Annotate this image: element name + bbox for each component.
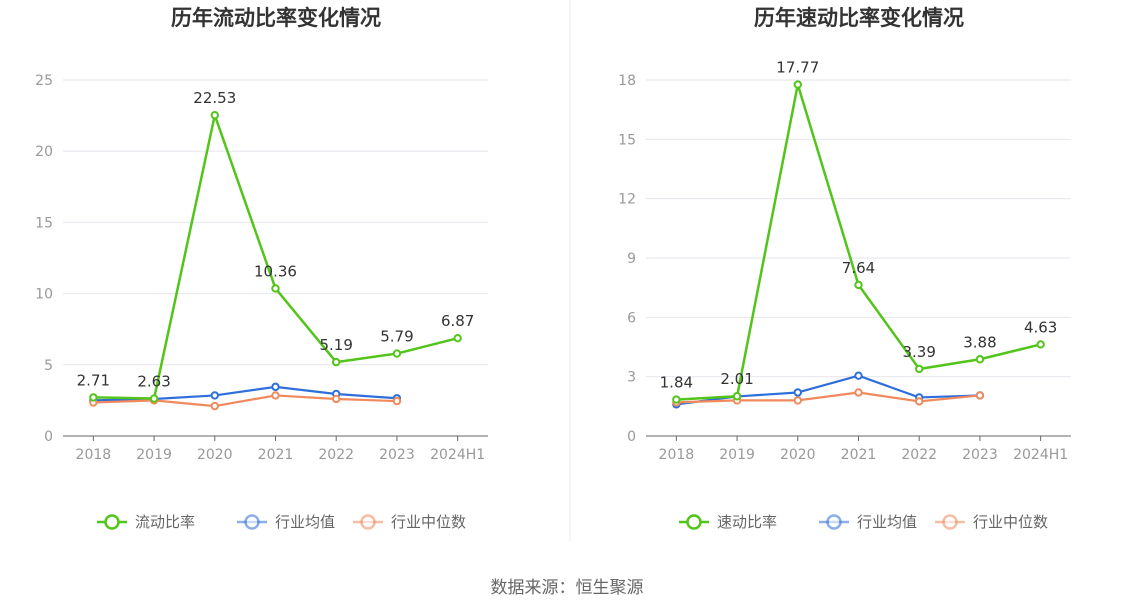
series-line xyxy=(676,83,1041,401)
x-tick-label: 2018 xyxy=(659,447,695,463)
x-tick-label: 2023 xyxy=(379,447,415,463)
data-point xyxy=(854,280,863,290)
quick-ratio-chart: 历年速动比率变化情况 0 3 6 9 12 15 18 2018 2019 2020 2021 2022… xyxy=(618,6,1071,531)
series-line xyxy=(93,113,458,400)
data-label: 5.19 xyxy=(320,336,353,354)
data-label: 22.53 xyxy=(193,89,236,107)
legend-marker-icon xyxy=(104,514,120,530)
y-tick-label: 25 xyxy=(35,73,53,89)
data-point xyxy=(210,401,219,411)
data-point xyxy=(854,388,863,397)
data-point xyxy=(332,357,341,367)
data-point xyxy=(672,395,681,404)
data-point xyxy=(975,391,985,400)
x-tick-label: 2019 xyxy=(136,447,172,463)
x-tick-label: 2019 xyxy=(719,447,755,463)
data-point xyxy=(392,396,402,406)
data-point xyxy=(1036,340,1045,349)
legend-marker-icon xyxy=(686,514,702,530)
legend-label: 流动比率 xyxy=(135,513,195,531)
current-ratio-chart: 历年流动比率变化情况 0 5 10 15 20 25 2018 2019 2020 2021 2022… xyxy=(35,6,488,531)
data-label: 3.88 xyxy=(963,333,996,351)
y-tick-label: 6 xyxy=(627,310,636,326)
y-tick-label: 0 xyxy=(44,429,53,445)
data-label: 17.77 xyxy=(776,59,819,77)
x-tick-label: 2023 xyxy=(962,447,998,463)
legend-item[interactable]: 行业中位数 xyxy=(353,513,466,531)
legend-label: 行业均值 xyxy=(275,513,335,531)
data-label: 2.63 xyxy=(137,373,170,391)
legend-item[interactable]: 行业均值 xyxy=(819,513,917,531)
y-tick-label: 18 xyxy=(618,73,636,89)
data-point xyxy=(89,393,98,402)
x-tick-label: 2022 xyxy=(318,447,354,463)
data-point xyxy=(793,396,802,405)
legend-label: 行业中位数 xyxy=(391,513,466,531)
data-point xyxy=(793,388,802,397)
data-point xyxy=(271,284,280,293)
data-point xyxy=(915,364,924,374)
legend-item[interactable]: 行业中位数 xyxy=(935,513,1048,531)
y-tick-label: 9 xyxy=(627,251,636,267)
legend-item[interactable]: 行业均值 xyxy=(237,513,335,531)
x-tick-label: 2021 xyxy=(841,447,877,463)
legend-item[interactable]: 流动比率 xyxy=(97,513,195,531)
data-label: 6.87 xyxy=(441,312,474,330)
legend-label: 速动比率 xyxy=(717,513,777,531)
y-tick-label: 15 xyxy=(618,132,636,148)
legend-marker-icon xyxy=(942,514,958,530)
data-label: 10.36 xyxy=(254,262,297,280)
y-tick-label: 12 xyxy=(618,192,636,208)
chart-title: 历年流动比率变化情况 xyxy=(171,6,381,30)
data-label: 4.63 xyxy=(1024,318,1057,336)
data-label: 1.84 xyxy=(660,374,693,392)
x-tick-label: 2020 xyxy=(780,447,816,463)
y-tick-label: 5 xyxy=(44,358,53,374)
y-tick-label: 20 xyxy=(35,144,53,160)
chart-title: 历年速动比率变化情况 xyxy=(754,6,964,30)
legend-marker-icon xyxy=(360,514,376,530)
data-label: 5.79 xyxy=(380,328,413,346)
data-point xyxy=(271,391,280,400)
x-tick-label: 2021 xyxy=(258,447,294,463)
data-point xyxy=(271,382,280,392)
data-point xyxy=(915,397,924,406)
x-tick-label: 2022 xyxy=(901,447,937,463)
data-point xyxy=(149,394,159,403)
legend-label: 行业中位数 xyxy=(973,513,1048,531)
data-point xyxy=(975,355,985,364)
data-point xyxy=(453,333,462,343)
x-tick-label: 2020 xyxy=(197,447,233,463)
legend-item[interactable]: 速动比率 xyxy=(679,513,777,531)
y-tick-label: 3 xyxy=(627,370,636,386)
x-tick-label: 2024H1 xyxy=(430,447,485,463)
data-point xyxy=(793,80,802,89)
data-point xyxy=(392,349,402,358)
series-line xyxy=(93,394,397,408)
y-tick-label: 0 xyxy=(627,429,636,445)
data-label: 2.71 xyxy=(77,371,110,389)
legend-marker-icon xyxy=(244,514,260,530)
series-line xyxy=(676,391,981,404)
y-tick-label: 15 xyxy=(35,215,53,231)
x-tick-label: 2018 xyxy=(76,447,112,463)
legend-marker-icon xyxy=(826,514,842,530)
data-label: 7.64 xyxy=(842,259,875,277)
data-point xyxy=(210,391,219,400)
legend-label: 行业均值 xyxy=(857,513,917,531)
data-point xyxy=(210,110,219,120)
data-point xyxy=(854,371,863,380)
x-tick-label: 2024H1 xyxy=(1013,447,1068,463)
data-label: 3.39 xyxy=(903,343,936,361)
y-tick-label: 10 xyxy=(35,287,53,303)
data-label: 2.01 xyxy=(720,370,753,388)
data-point xyxy=(732,392,742,401)
source-text: 数据来源：恒生聚源 xyxy=(491,578,644,598)
data-point xyxy=(332,394,341,404)
